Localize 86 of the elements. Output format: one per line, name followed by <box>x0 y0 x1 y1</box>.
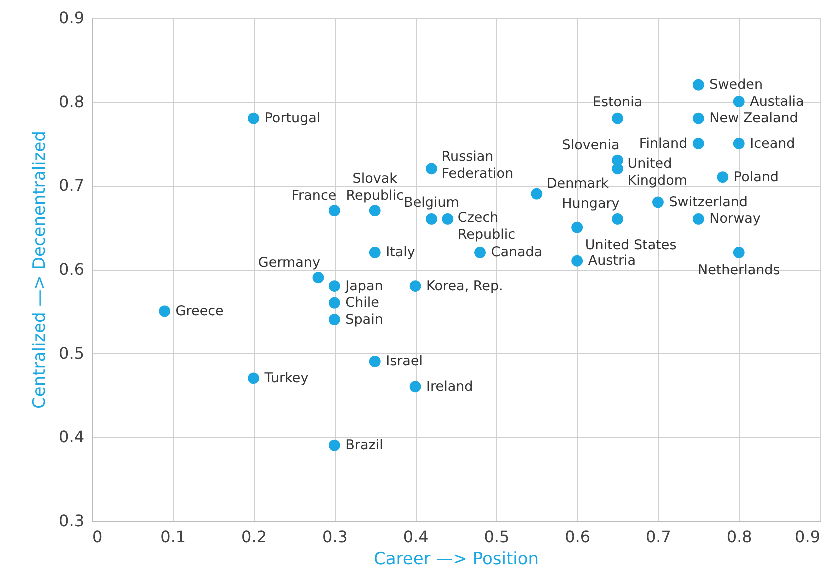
y-tick-label: 0.4 <box>59 428 84 447</box>
point <box>328 297 340 309</box>
x-tick-label: 0.1 <box>160 528 186 546</box>
point <box>612 163 624 175</box>
y-tick-label: 0.7 <box>59 176 84 196</box>
annotation: France <box>292 188 337 204</box>
point <box>733 138 745 150</box>
annotation: Norway <box>710 211 761 228</box>
point <box>531 188 543 200</box>
point <box>426 163 438 175</box>
point <box>248 372 260 384</box>
annotation: Canada <box>491 244 543 261</box>
annotation: Greece <box>176 303 224 320</box>
annotation: United Kingdom <box>628 156 688 189</box>
point <box>692 138 704 150</box>
point <box>369 205 381 217</box>
point <box>328 205 340 217</box>
annotation: Brazil <box>346 438 384 454</box>
point <box>474 247 486 258</box>
x-tick-label: 0.4 <box>403 528 429 546</box>
x-tick-label: 0.9 <box>795 528 820 546</box>
annotation: Austalia <box>750 94 804 110</box>
y-tick-label: 0.6 <box>59 260 84 279</box>
point <box>612 112 624 124</box>
annotation: Denmark <box>546 176 610 192</box>
annotation: Sweden <box>710 77 764 94</box>
annotation: Italy <box>386 244 416 261</box>
annotation: Chile <box>346 295 380 312</box>
point <box>733 96 745 108</box>
annotation: Slovenia <box>562 138 620 154</box>
x-tick-label: 0.6 <box>565 528 591 546</box>
annotation: Poland <box>734 169 780 186</box>
annotation: Korea, Rep. <box>426 278 504 294</box>
annotation: New Zealand <box>710 110 798 127</box>
point <box>159 306 170 318</box>
point <box>312 272 324 284</box>
x-tick-label: 0.5 <box>484 528 510 546</box>
point <box>369 356 381 368</box>
point <box>652 196 664 208</box>
point <box>328 314 340 326</box>
annotation: Japan <box>344 278 384 294</box>
point <box>572 255 584 267</box>
point <box>426 214 438 225</box>
annotation: Spain <box>346 312 384 328</box>
point <box>717 172 729 183</box>
y-tick-label: 0.3 <box>59 512 84 530</box>
point <box>692 112 704 124</box>
annotation: Germany <box>258 254 320 271</box>
y-tick-label: 0.8 <box>59 92 84 112</box>
point <box>442 214 454 225</box>
x-tick-label: 0.3 <box>322 528 348 546</box>
annotation: Hungary <box>562 196 620 212</box>
annotation: Turkey <box>264 370 309 386</box>
annotation: Israel <box>386 354 424 370</box>
point <box>410 280 422 292</box>
annotation: United States <box>585 238 677 254</box>
point <box>410 381 422 393</box>
x-tick-label: 0.2 <box>242 528 268 546</box>
annotation: Estonia <box>592 94 643 111</box>
annotation: Russian Federation <box>442 148 514 182</box>
x-tick-label: 0.8 <box>726 528 752 546</box>
point <box>328 280 340 292</box>
point <box>328 440 340 452</box>
annotation: Belgium <box>404 195 460 212</box>
annotation: Czech Republic <box>458 210 516 244</box>
x-tick-label: 0 <box>92 528 103 546</box>
x-tick-label: 0.7 <box>646 528 672 546</box>
annotation: Portugal <box>264 110 321 127</box>
point <box>733 247 745 258</box>
y-tick-label: 0.5 <box>59 344 84 363</box>
annotation: Netherlands <box>698 262 780 279</box>
annotation: Ireland <box>426 378 474 395</box>
annotation: Austria <box>588 253 636 270</box>
point <box>248 112 260 124</box>
point <box>369 247 381 258</box>
point <box>692 214 704 225</box>
x-axis-title: Career —> Position <box>374 550 540 570</box>
y-axis-title: Centralized —> Decenentralized <box>30 131 50 409</box>
point <box>612 214 624 225</box>
annotation: Iceand <box>750 136 796 152</box>
point <box>572 222 584 234</box>
point <box>692 79 704 91</box>
y-tick-label: 0.9 <box>59 8 84 28</box>
annotation: Finland <box>639 136 688 152</box>
annotation: Switzerland <box>669 194 748 210</box>
annotation: Slovak Republic <box>346 170 404 204</box>
